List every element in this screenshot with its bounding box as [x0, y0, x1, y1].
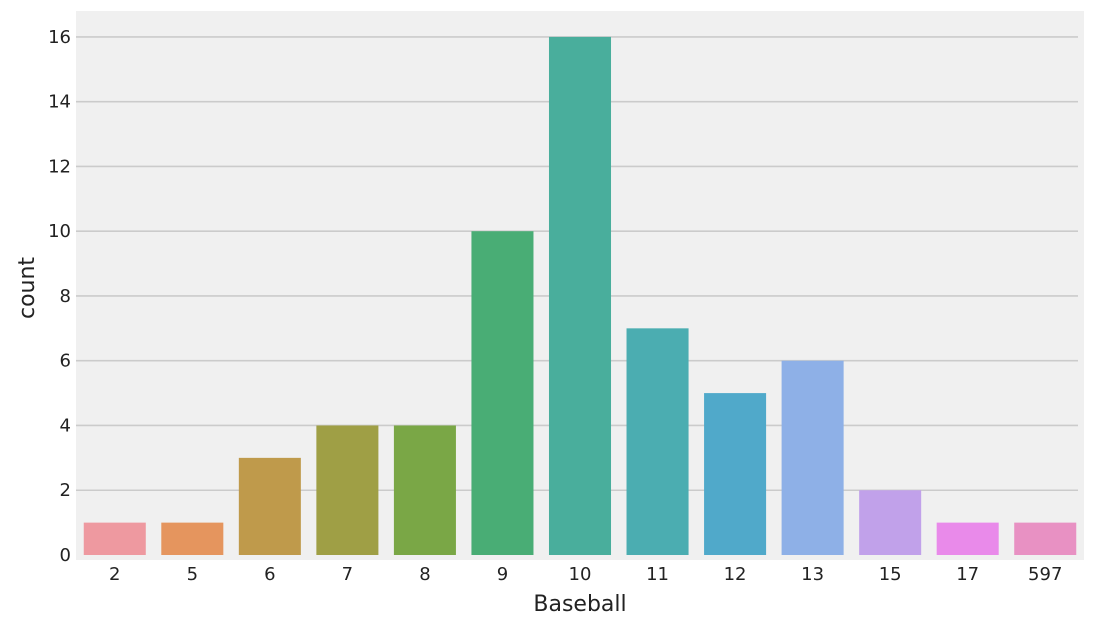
bar-597 — [1014, 522, 1077, 555]
x-tick-label: 9 — [497, 564, 508, 585]
bar-13 — [781, 360, 844, 555]
y-tick-label: 6 — [60, 351, 71, 372]
bar-9 — [471, 231, 534, 555]
bar-6 — [238, 457, 301, 555]
x-axis-label: Baseball — [533, 592, 626, 617]
x-tick-label: 5 — [187, 564, 198, 585]
x-tick-label: 12 — [724, 564, 747, 585]
x-tick-label: 13 — [801, 564, 824, 585]
bar-2 — [83, 522, 146, 555]
x-tick-label: 17 — [956, 564, 979, 585]
bars — [83, 36, 1077, 555]
x-tick-label: 11 — [646, 564, 669, 585]
y-tick-label: 10 — [48, 221, 71, 242]
y-tick-label: 16 — [48, 27, 71, 48]
y-tick-label: 2 — [60, 480, 71, 501]
x-tick-label: 10 — [569, 564, 592, 585]
x-tick-labels: 2 5 6 7 8 9 10 11 12 13 15 17 597 — [109, 564, 1062, 585]
bar-11 — [626, 328, 689, 555]
x-tick-label: 15 — [879, 564, 902, 585]
y-tick-label: 12 — [48, 156, 71, 177]
y-tick-label: 4 — [60, 415, 71, 436]
y-tick-label: 0 — [60, 545, 71, 566]
y-tick-label: 8 — [60, 286, 71, 307]
y-axis-label: count — [15, 257, 40, 319]
bar-5 — [161, 522, 224, 555]
y-tick-label: 14 — [48, 92, 71, 113]
x-tick-label: 6 — [264, 564, 275, 585]
x-tick-label: 2 — [109, 564, 120, 585]
x-tick-label: 7 — [342, 564, 353, 585]
bar-8 — [393, 425, 456, 555]
x-tick-label: 8 — [419, 564, 430, 585]
bar-17 — [936, 522, 999, 555]
bar-12 — [704, 393, 767, 555]
bar-10 — [548, 36, 612, 555]
y-tick-labels: 0 2 4 6 8 10 12 14 16 — [48, 27, 71, 566]
bar-15 — [859, 490, 922, 555]
bar-7 — [316, 425, 379, 555]
x-tick-label: 597 — [1028, 564, 1062, 585]
